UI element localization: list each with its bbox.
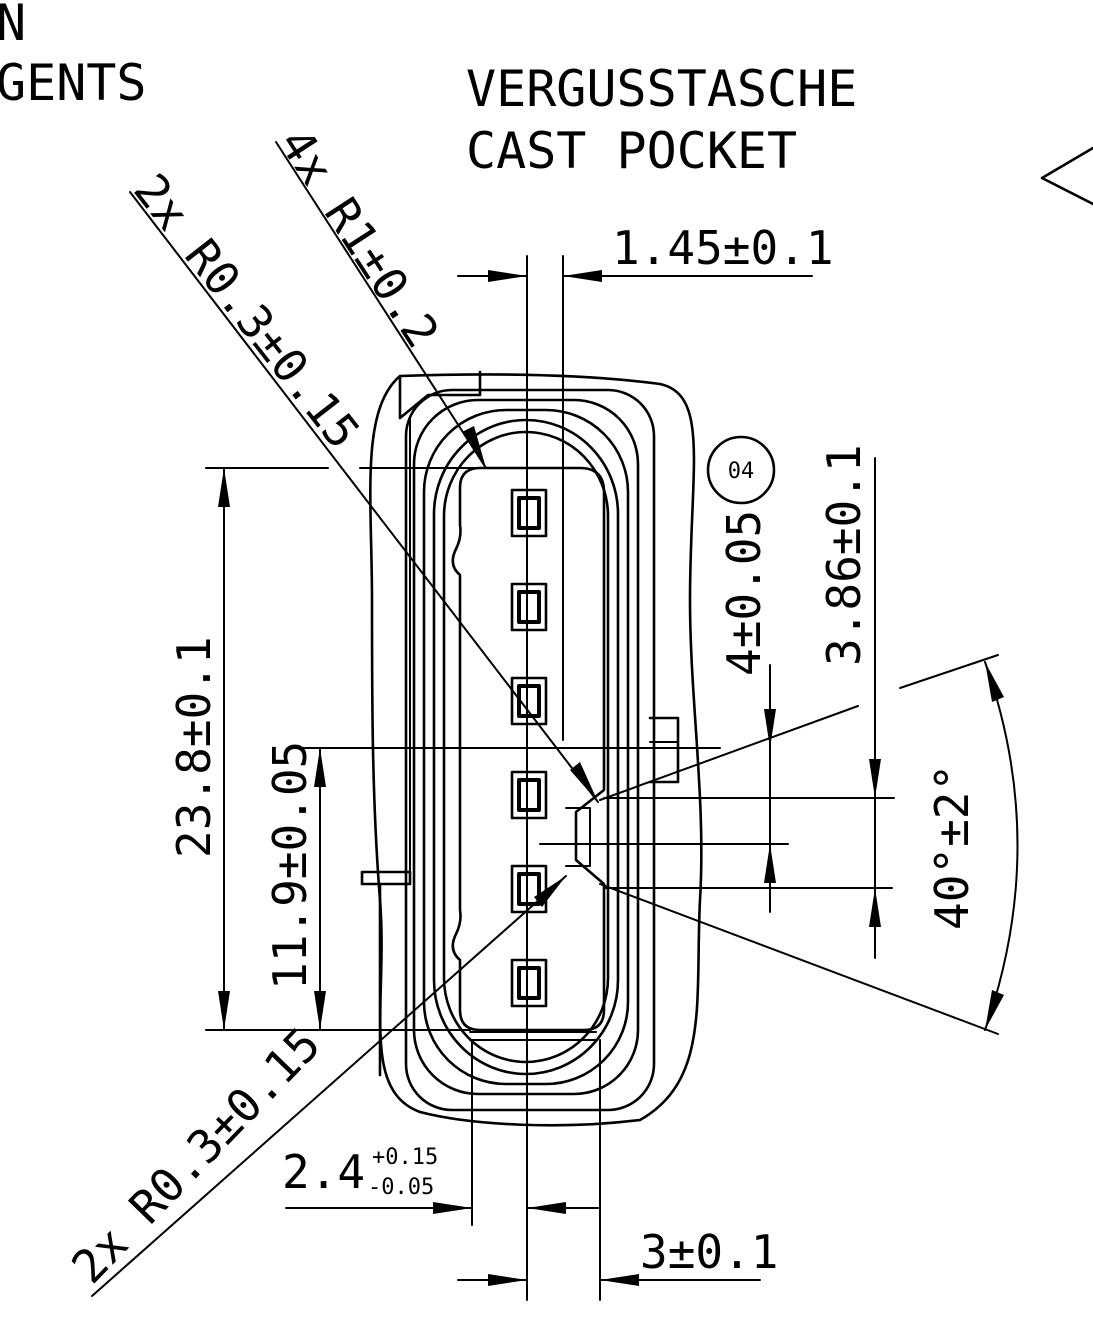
- dim-key-height-label: 3.86±0.1: [817, 444, 871, 666]
- partial-text-line-2: GENTS: [0, 54, 147, 112]
- housing-left-notch: [360, 870, 412, 1077]
- dim-angle-label: 40°±2°: [925, 764, 979, 930]
- dim-angle: 40°±2°: [599, 654, 1019, 1035]
- dim-key-height: 3.86±0.1: [817, 444, 881, 959]
- dim-bottom-width-label: 3±0.1: [640, 1225, 778, 1279]
- pin-2: [510, 582, 548, 632]
- dim-slot-tol-lower: -0.05: [368, 1175, 434, 1200]
- housing-right-tab: [648, 716, 680, 784]
- dim-top-width-label: 1.45±0.1: [612, 221, 834, 275]
- inner-cavity: [451, 466, 606, 1032]
- partial-chevron-mark: [1040, 146, 1093, 206]
- pin-5: [510, 864, 548, 914]
- pin-6: [510, 958, 548, 1008]
- dim-height-total: 23.8±0.1: [167, 467, 477, 1031]
- pin-3: [510, 676, 548, 726]
- partial-text-line-1: N: [0, 0, 26, 52]
- dim-key-offset: 4±0.05: [539, 510, 895, 913]
- dim-top-width: 1.45±0.1: [457, 221, 834, 282]
- dim-height-total-label: 23.8±0.1: [167, 636, 221, 858]
- pin-4: [510, 770, 548, 820]
- pocket-outline-1: [404, 388, 656, 1112]
- housing-top-step: [398, 370, 482, 420]
- dim-slot-width: 2.4 +0.15 -0.05: [282, 1145, 599, 1214]
- pin-1: [510, 488, 548, 538]
- key-notch-inner: [565, 807, 591, 867]
- dim-bottom-width: 3±0.1: [457, 1225, 778, 1286]
- dim-slot-tol-upper: +0.15: [372, 1145, 438, 1170]
- position-balloon-label: 04: [728, 459, 755, 484]
- dim-height-half: 11.9±0.05: [263, 741, 721, 1031]
- callout-radius-top-right-label: 4x R1±0.2: [269, 119, 450, 357]
- housing-outer-outline: [369, 373, 703, 1127]
- dim-slot-width-label: 2.4: [282, 1145, 365, 1199]
- dim-height-half-label: 11.9±0.05: [263, 741, 317, 990]
- dim-key-offset-label: 4±0.05: [717, 510, 771, 676]
- title-line-1: VERGUSSTASCHE: [466, 60, 857, 118]
- position-balloon: 04: [706, 435, 776, 505]
- title-line-2: CAST POCKET: [466, 122, 797, 180]
